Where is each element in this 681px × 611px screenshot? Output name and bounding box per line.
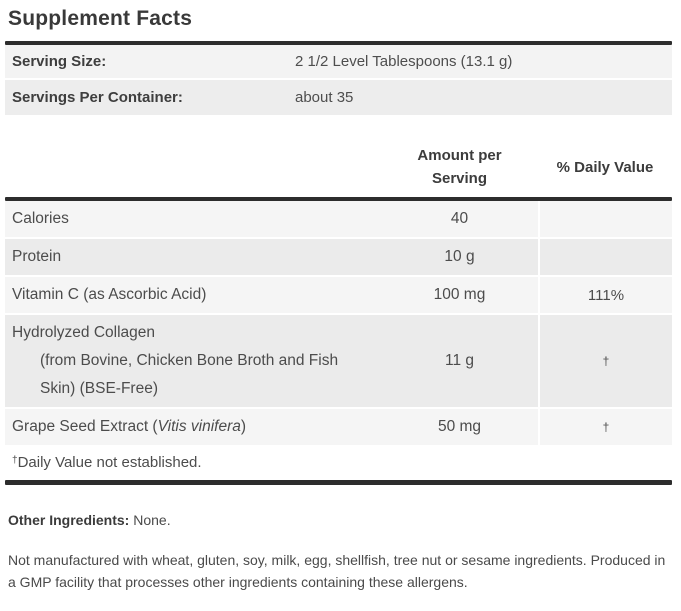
nutrient-name-detail: (from Bovine, Chicken Bone Broth and Fis…	[40, 352, 339, 397]
allergen-note: Not manufactured with wheat, gluten, soy…	[8, 552, 666, 590]
nutrient-name: Hydrolyzed Collagen (from Bovine, Chicke…	[5, 315, 381, 407]
amount-header-line1: Amount per	[417, 147, 502, 164]
other-ingredients-value: None.	[133, 512, 171, 528]
table-row: Calories 40	[5, 201, 672, 239]
daily-value-footnote: †Daily Value not established.	[5, 447, 672, 480]
nutrient-name-species: Vitis vinifera	[157, 418, 241, 435]
nutrient-name: Vitamin C (as Ascorbic Acid)	[12, 286, 207, 303]
nutrient-name: Grape Seed Extract (Vitis vinifera)	[5, 409, 381, 445]
header-spacer	[5, 144, 381, 190]
nutrient-name-main: Grape Seed Extract (Vitis vinifera)	[12, 413, 381, 441]
serving-size-row: Serving Size: 2 1/2 Level Tablespoons (1…	[5, 45, 672, 80]
nutrient-daily-value	[538, 239, 672, 275]
table-row: Vitamin C (as Ascorbic Acid) 100 mg 111%	[5, 277, 672, 315]
footnote-text: Daily Value not established.	[17, 454, 202, 471]
nutrient-name-suffix: )	[240, 418, 247, 435]
servings-per-container-row: Servings Per Container: about 35	[5, 80, 672, 115]
nutrient-amount: 11 g	[444, 352, 475, 369]
servings-per-container-label: Servings Per Container:	[12, 89, 183, 106]
amount-per-serving-header: Amount per Serving	[381, 144, 538, 190]
other-ingredients-line: Other Ingredients: None.	[8, 512, 672, 528]
nutrient-daily-value: †	[538, 409, 672, 445]
divider-bottom-rule	[5, 480, 672, 485]
nutrient-daily-value: 111%	[538, 277, 672, 313]
table-row: Hydrolyzed Collagen (from Bovine, Chicke…	[5, 315, 672, 409]
nutrient-name: Calories	[12, 210, 69, 227]
nutrient-amount: 100 mg	[433, 286, 486, 303]
serving-size-value: 2 1/2 Level Tablespoons (13.1 g)	[295, 53, 513, 70]
divider-top-rule	[5, 41, 672, 45]
column-headers: Amount per Serving % Daily Value	[5, 144, 672, 197]
serving-size-label: Serving Size:	[12, 53, 107, 70]
dagger-symbol: †	[12, 455, 18, 466]
nutrient-daily-value	[538, 201, 672, 237]
nutrient-amount: 40	[450, 210, 469, 227]
panel-title: Supplement Facts	[8, 7, 193, 30]
nutrient-amount: 10 g	[444, 248, 475, 265]
other-ingredients-label: Other Ingredients:	[8, 512, 130, 528]
nutrient-daily-value: †	[538, 315, 672, 407]
nutrient-name-main: Hydrolyzed Collagen	[12, 324, 156, 341]
supplement-facts-panel: Supplement Facts Serving Size: 2 1/2 Lev…	[5, 7, 672, 590]
serving-info-table: Serving Size: 2 1/2 Level Tablespoons (1…	[5, 45, 672, 115]
daily-value-header: % Daily Value	[556, 158, 654, 176]
nutrient-name-prefix: Grape Seed Extract (	[12, 418, 158, 435]
servings-per-container-value: about 35	[295, 89, 354, 106]
table-row: Protein 10 g	[5, 239, 672, 277]
amount-header-line2: Serving	[431, 170, 488, 187]
nutrient-name: Protein	[12, 248, 62, 265]
nutrient-table: Calories 40 Protein 10 g Vitamin C (as A…	[5, 201, 672, 447]
divider-header-rule	[5, 197, 672, 201]
nutrient-amount: 50 mg	[437, 418, 482, 435]
table-row: Grape Seed Extract (Vitis vinifera) 50 m…	[5, 409, 672, 447]
